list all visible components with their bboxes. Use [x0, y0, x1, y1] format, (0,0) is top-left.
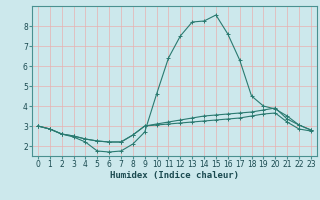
X-axis label: Humidex (Indice chaleur): Humidex (Indice chaleur): [110, 171, 239, 180]
